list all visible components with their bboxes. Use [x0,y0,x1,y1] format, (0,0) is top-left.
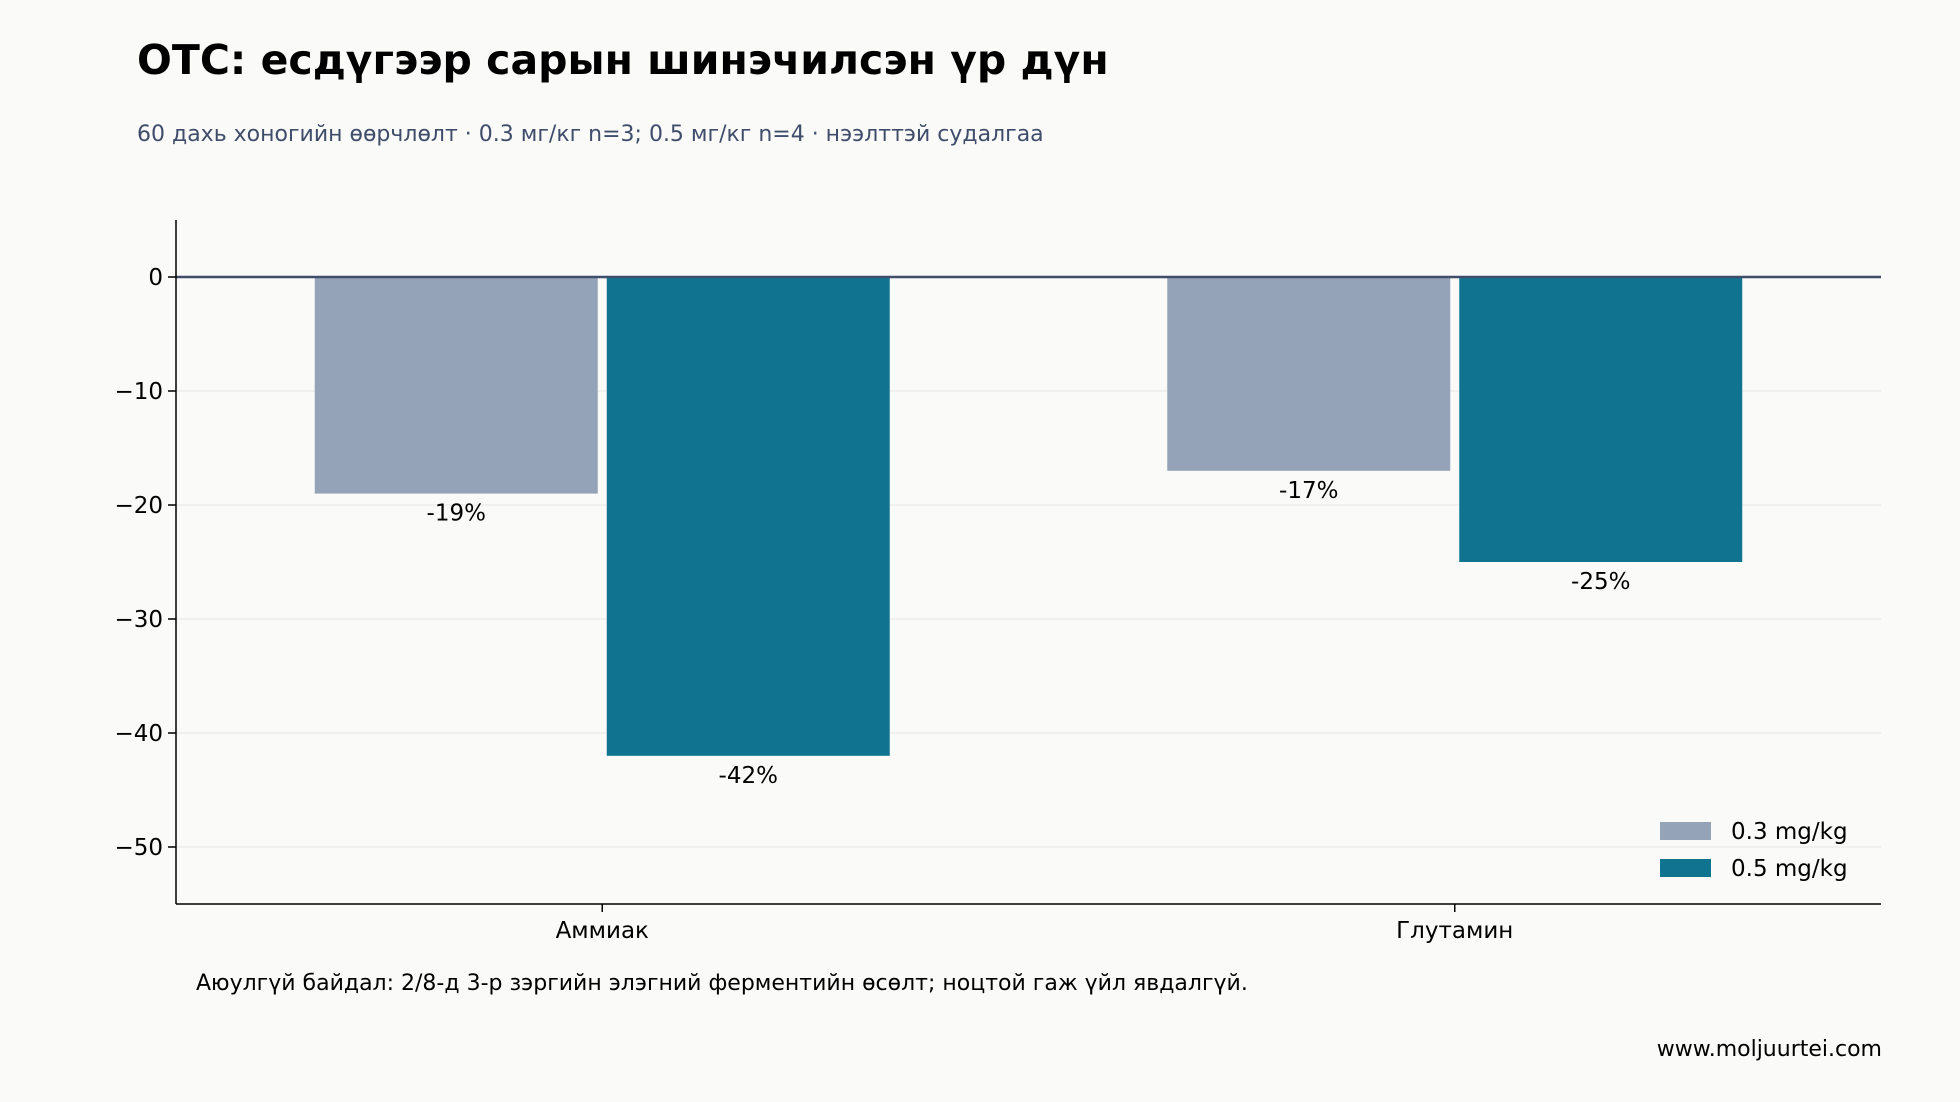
bar-1-2 [1167,277,1451,471]
legend-swatch [1660,859,1711,877]
safety-footnote: Аюулгүй байдал: 2/8-д 3-р зэргийн элэгни… [196,971,1248,996]
x-tick-label: Аммиак [556,918,649,944]
legend-label: 0.3 mg/kg [1731,819,1848,845]
bars [314,277,1743,756]
data-label: -17% [1279,478,1338,504]
y-tick-label: −50 [114,835,163,861]
bar-1-1 [314,277,598,494]
bar-2-2 [1459,277,1743,562]
x-tick-label: Глутамин [1396,918,1513,944]
data-labels: -19% -42% -17% -25% [427,478,1631,789]
bar-2-1 [606,277,890,756]
data-label: -25% [1571,569,1630,595]
chart-subtitle: 60 дахь хоногийн өөрчлөлт · 0.3 мг/кг n=… [137,122,1044,147]
legend-label: 0.5 mg/kg [1731,856,1848,882]
chart-title: OTC: есдүгээр сарын шинэчилсэн үр дүн [137,36,1109,84]
y-tick-label: −40 [114,721,163,747]
y-tick-label: −10 [114,379,163,405]
legend-swatch [1660,822,1711,840]
axes: Аммиак Глутамин 0 −10 −20 −30 −40 −50 [114,220,1881,944]
y-tick-label: 0 [148,265,163,291]
data-label: -19% [427,501,486,527]
y-tick-label: −30 [114,607,163,633]
source-url: www.moljuurtei.com [1656,1037,1882,1062]
y-tick-label: −20 [114,493,163,519]
data-label: -42% [719,763,778,789]
legend: 0.3 mg/kg 0.5 mg/kg [1660,819,1848,882]
